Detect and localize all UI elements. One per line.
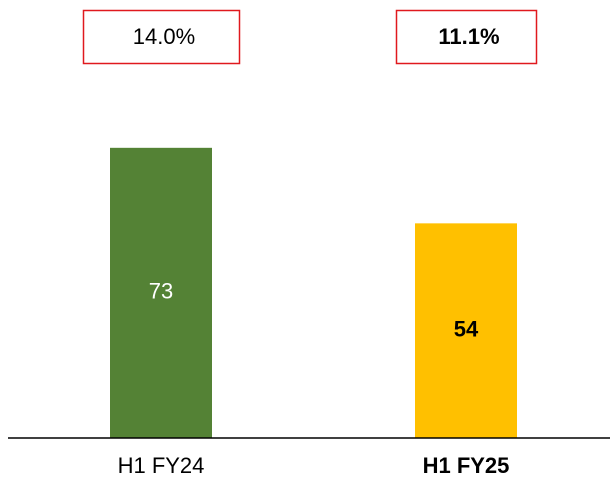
x-tick-label: H1 FY25 (423, 453, 510, 478)
value-label: 54 (454, 316, 479, 341)
bar (415, 223, 517, 438)
bar (110, 147, 212, 438)
value-label: 73 (149, 279, 173, 304)
annotation-label: 11.1% (438, 24, 499, 49)
x-tick-label: H1 FY24 (118, 453, 205, 478)
annotation-box (82, 9, 241, 65)
annotation-box (395, 9, 538, 65)
annotation-label: 14.0% (133, 24, 195, 49)
